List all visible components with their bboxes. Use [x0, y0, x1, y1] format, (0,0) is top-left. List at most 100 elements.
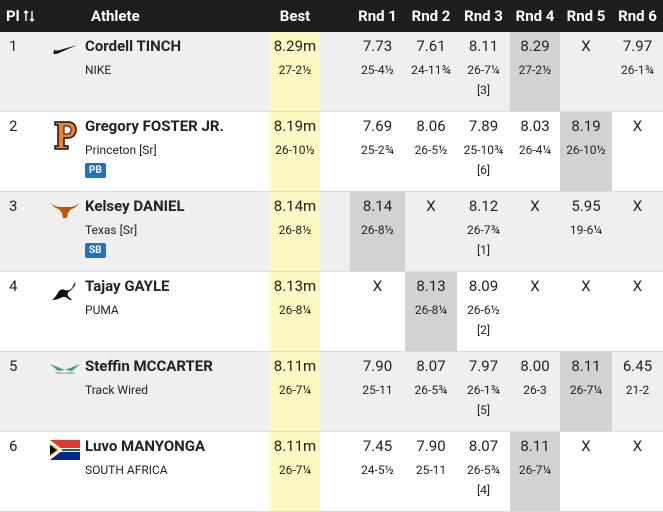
place-header[interactable]: Pl — [0, 0, 45, 32]
round-imperial: 26-5¾ — [467, 463, 500, 477]
athlete-row: 3 Kelsey DANIEL Texas [Sr] SB 8.14m 26-8½ 8.14… — [0, 191, 663, 272]
round-mark: 8.07 — [468, 437, 499, 455]
round-cell: 7.73 25-4½ — [350, 32, 405, 112]
round-cell: 8.19 26-10½ — [560, 111, 612, 192]
round-cell: 8.06 26-5½ — [405, 111, 457, 192]
round-cell: 8.13 26-8¼ — [405, 271, 457, 352]
round-mark: X — [632, 437, 643, 455]
jump-order: [3] — [476, 83, 491, 97]
round-imperial: 26-3 — [523, 383, 547, 397]
round-mark: 8.12 — [468, 197, 499, 215]
round-cell: X — [350, 271, 405, 352]
spacer — [320, 351, 350, 432]
round-header: Rnd 3 — [457, 0, 510, 32]
round-mark: 7.90 — [362, 357, 393, 375]
round-mark: 8.13 — [416, 277, 446, 295]
best-cell: 8.11m 26-7¼ — [270, 351, 320, 432]
athlete-row: 1 Cordell TINCH NIKE 8.29m 27-2½ 7.73 25-4½ 7.6… — [0, 32, 663, 112]
logo-cell — [45, 271, 85, 352]
round-imperial: 26-7¾ — [467, 223, 500, 237]
round-cell: 8.12 26-7¾ [1] — [457, 191, 510, 272]
header-row: Pl Athlete Best Rnd 1 Rnd 2 Rnd 3 Rnd 4 Rnd … — [0, 0, 663, 32]
round-imperial: 26-8½ — [361, 223, 394, 237]
round-mark: 7.89 — [468, 117, 499, 135]
round-mark: 7.97 — [468, 357, 499, 375]
round-imperial: 25-10¾ — [463, 143, 504, 157]
athlete-cell: Gregory FOSTER JR. Princeton [Sr] PB — [85, 111, 270, 192]
logo-cell: TRACK WIRED — [45, 351, 85, 432]
jump-order: [2] — [476, 323, 491, 337]
round-mark: X — [530, 277, 540, 295]
round-imperial: 26-7¼ — [518, 463, 552, 477]
jump-order: [5] — [476, 403, 491, 417]
athlete-cell: Cordell TINCH NIKE — [85, 32, 270, 112]
athlete-cell: Kelsey DANIEL Texas [Sr] SB — [85, 191, 270, 272]
round-imperial: 26-5¾ — [414, 383, 448, 397]
badge: SB — [85, 243, 106, 258]
round-cell: 8.11 26-7¼ — [560, 351, 612, 432]
round-cell: 8.09 26-6½ [2] — [457, 271, 510, 352]
round-mark: 8.11 — [520, 437, 550, 455]
round-cell: X — [560, 271, 612, 352]
best-imperial: 26-10½ — [275, 143, 315, 157]
athlete-cell: Luvo MANYONGA SOUTH AFRICA — [85, 431, 270, 512]
round-header: Rnd 1 — [350, 0, 405, 32]
best-imperial: 26-7¼ — [278, 383, 312, 397]
round-mark: X — [530, 197, 540, 215]
round-mark: 7.45 — [362, 437, 393, 455]
round-cell: 7.89 25-10¾ [6] — [457, 111, 510, 192]
spacer-header — [320, 0, 350, 32]
athlete-name: Cordell TINCH — [85, 37, 182, 55]
logo-cell — [45, 431, 85, 512]
round-imperial: 19-6¼ — [569, 223, 603, 237]
best-mark: 8.11m — [273, 357, 317, 375]
round-cell: 5.95 19-6¼ — [560, 191, 612, 272]
place-header-text: Pl — [6, 7, 20, 25]
logo — [50, 440, 80, 460]
round-imperial: 26-10½ — [566, 143, 606, 157]
best-header: Best — [270, 0, 320, 32]
best-cell: 8.13m 26-8¼ — [270, 271, 320, 352]
place: 4 — [0, 271, 45, 352]
round-mark: X — [372, 277, 383, 295]
round-cell: 8.07 26-5¾ [4] — [457, 431, 510, 512]
table-body: 1 Cordell TINCH NIKE 8.29m 27-2½ 7.73 25-4½ 7.6… — [0, 32, 663, 512]
round-cell: 6.45 21-2 — [612, 351, 663, 432]
round-imperial: 25-11 — [362, 383, 393, 397]
spacer — [320, 191, 350, 272]
round-imperial: 26-8¼ — [414, 303, 448, 317]
round-cell: 7.90 25-11 — [350, 351, 405, 432]
best-mark: 8.13m — [273, 277, 317, 295]
athlete-name: Gregory FOSTER JR. — [85, 117, 224, 135]
round-cell: X — [612, 271, 663, 352]
round-imperial: 25-4½ — [361, 63, 394, 77]
best-cell: 8.14m 26-8½ — [270, 191, 320, 272]
round-header: Rnd 4 — [510, 0, 560, 32]
round-imperial: 26-1¾ — [467, 383, 500, 397]
round-mark: 8.07 — [416, 357, 446, 375]
round-cell: 7.45 24-5½ — [350, 431, 405, 512]
place: 6 — [0, 431, 45, 512]
jump-order: [1] — [476, 243, 491, 257]
round-cell: 8.14 26-8½ — [350, 191, 405, 272]
round-mark: 7.61 — [416, 37, 446, 55]
affiliation: SOUTH AFRICA — [85, 463, 168, 477]
round-cell: X — [560, 32, 612, 112]
round-cell: 7.97 26-1¾ — [612, 32, 663, 112]
best-mark: 8.14m — [273, 197, 317, 215]
athlete-row: 5 TRACK WIRED Steffin MCCARTER Track Wired 8… — [0, 351, 663, 432]
round-imperial: 26-7¼ — [467, 63, 500, 77]
round-cell: 7.90 25-11 — [405, 431, 457, 512]
athlete-row: 6 Luvo MANYONGA SOUTH AFRICA 8.11m 26-7¼ 7.45… — [0, 431, 663, 512]
jump-order: [4] — [476, 483, 491, 497]
round-cell: X — [405, 191, 457, 272]
jump-order: [6] — [476, 163, 491, 177]
round-imperial: 25-11 — [415, 463, 447, 477]
best-mark: 8.19m — [273, 117, 317, 135]
round-mark: 8.19 — [571, 117, 601, 135]
affiliation: PUMA — [85, 303, 119, 317]
athlete-name: Kelsey DANIEL — [85, 197, 185, 215]
round-header: Rnd 6 — [612, 0, 663, 32]
round-cell: 8.07 26-5¾ — [405, 351, 457, 432]
place: 3 — [0, 191, 45, 272]
